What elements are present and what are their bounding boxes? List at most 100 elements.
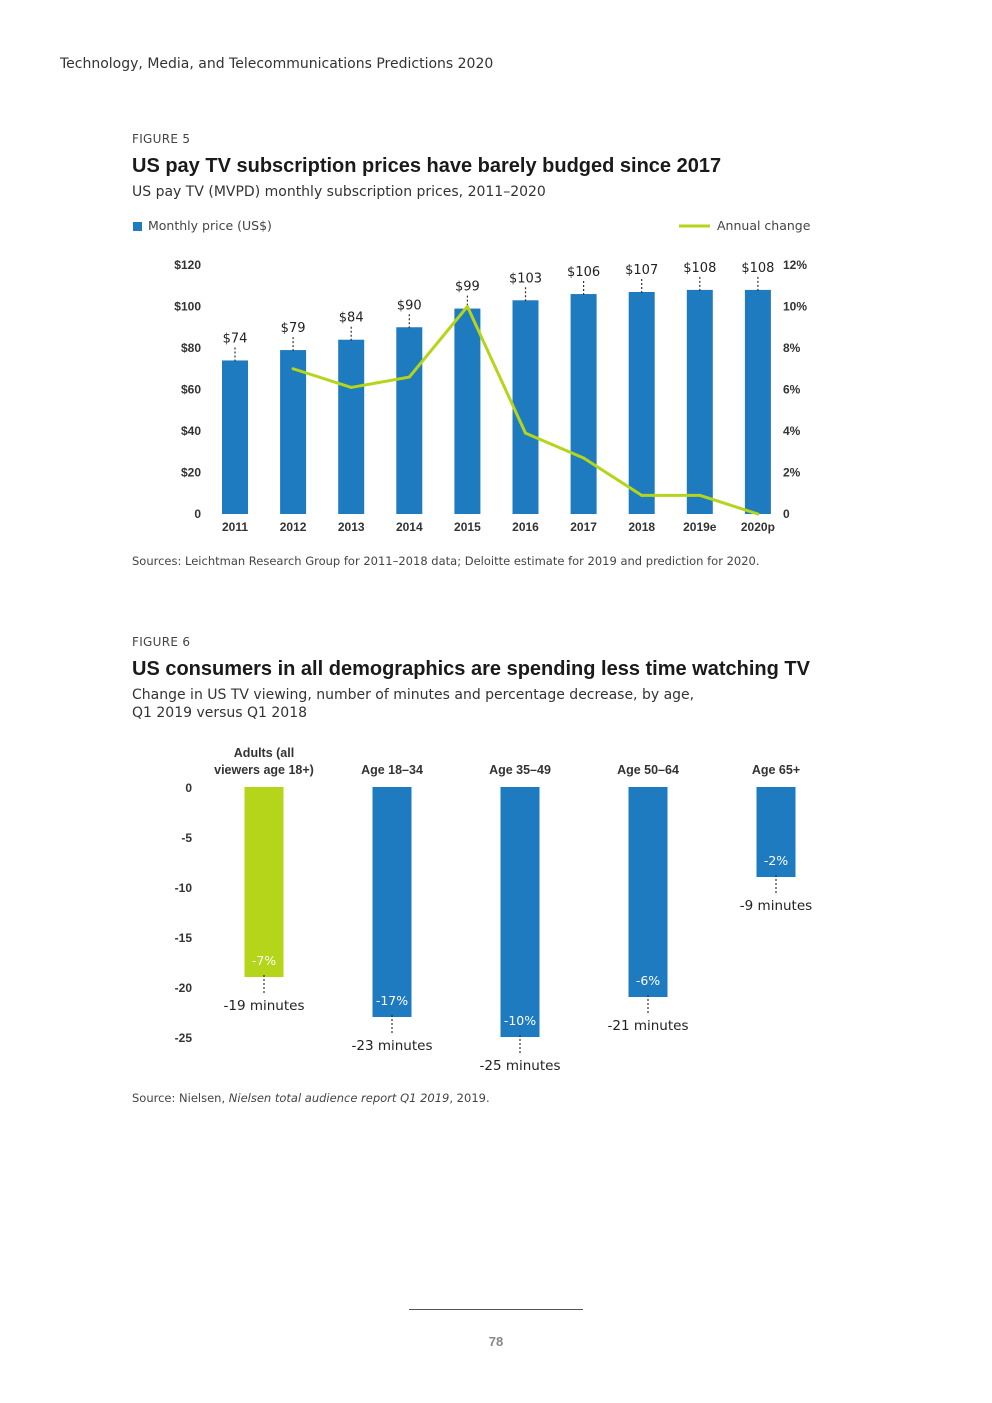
x-tick-label: 2013 bbox=[338, 520, 365, 534]
y-left-tick-label: $40 bbox=[181, 424, 201, 438]
data-label-monthly-price: $108 bbox=[683, 261, 716, 276]
point-annual-change bbox=[349, 385, 353, 389]
point-annual-change bbox=[291, 367, 295, 371]
figure6-source-title: Nielsen total audience report Q1 2019 bbox=[228, 1091, 450, 1105]
bar-monthly-price bbox=[396, 327, 423, 514]
bar-monthly-price bbox=[686, 289, 713, 514]
x-tick-label: 2012 bbox=[280, 520, 307, 534]
bar-monthly-price bbox=[222, 360, 248, 514]
legend-label-annual-change: Annual change bbox=[717, 218, 811, 233]
y-tick-label: -25 bbox=[175, 1031, 193, 1045]
figure5-subtitle: US pay TV (MVPD) monthly subscription pr… bbox=[132, 184, 546, 200]
point-annual-change bbox=[407, 375, 411, 379]
figure6-source-prefix: Source: Nielsen, bbox=[132, 1091, 229, 1105]
y-right-tick-label: 6% bbox=[783, 383, 801, 397]
percent-label: -6% bbox=[636, 973, 660, 988]
data-label-monthly-price: $108 bbox=[741, 261, 774, 276]
y-right-tick-label: 12% bbox=[783, 258, 807, 272]
data-label-monthly-price: $99 bbox=[455, 280, 480, 295]
y-right-tick-label: 8% bbox=[783, 341, 801, 355]
legend-label-monthly-price: Monthly price (US$) bbox=[148, 218, 272, 233]
minutes-label: -9 minutes bbox=[740, 898, 812, 914]
category-label: viewers age 18+) bbox=[214, 763, 314, 777]
y-left-tick-label: $60 bbox=[181, 383, 201, 397]
category-label: Age 50–64 bbox=[617, 763, 679, 777]
y-right-tick-label: 4% bbox=[783, 424, 801, 438]
point-annual-change bbox=[524, 431, 527, 435]
page-number: 78 bbox=[488, 1334, 504, 1349]
y-left-tick-label: $120 bbox=[174, 258, 201, 272]
minutes-label: -23 minutes bbox=[352, 1038, 433, 1054]
x-tick-label: 2016 bbox=[512, 520, 539, 534]
y-right-tick-label: 0 bbox=[783, 507, 790, 521]
bar-viewing-change bbox=[244, 787, 284, 977]
point-annual-change bbox=[698, 493, 702, 497]
category-label: Age 65+ bbox=[752, 763, 800, 777]
x-tick-label: 2019e bbox=[683, 520, 717, 534]
point-annual-change bbox=[756, 512, 760, 516]
figure6-subtitle: Change in US TV viewing, number of minut… bbox=[132, 686, 772, 722]
data-label-monthly-price: $74 bbox=[223, 331, 248, 346]
minutes-label: -19 minutes bbox=[224, 998, 305, 1014]
bar-viewing-change bbox=[372, 787, 412, 1017]
running-header: Technology, Media, and Telecommunication… bbox=[60, 56, 494, 72]
point-annual-change bbox=[640, 493, 644, 497]
figure5-label: FIGURE 5 bbox=[132, 132, 191, 146]
data-label-monthly-price: $106 bbox=[567, 265, 600, 280]
y-right-tick-label: 10% bbox=[783, 300, 807, 314]
x-tick-label: 2018 bbox=[628, 520, 655, 534]
y-tick-label: -10 bbox=[175, 881, 193, 895]
point-annual-change bbox=[582, 456, 586, 460]
y-left-tick-label: 0 bbox=[194, 507, 201, 521]
bar-viewing-change bbox=[628, 787, 668, 997]
x-tick-label: 2015 bbox=[454, 520, 481, 534]
bar-monthly-price bbox=[628, 291, 655, 514]
data-label-monthly-price: $84 bbox=[339, 311, 364, 326]
figure5-source: Sources: Leichtman Research Group for 20… bbox=[132, 554, 760, 568]
x-tick-label: 2011 bbox=[222, 520, 248, 534]
x-tick-label: 2020p bbox=[741, 520, 775, 534]
figure6-subtitle-line-2: Q1 2019 versus Q1 2018 bbox=[132, 705, 308, 721]
category-label: Adults (all bbox=[234, 746, 294, 760]
data-label-monthly-price: $79 bbox=[281, 321, 306, 336]
category-label: Age 35–49 bbox=[489, 763, 551, 777]
figure6-source-suffix: , 2019. bbox=[449, 1091, 490, 1105]
x-tick-label: 2017 bbox=[570, 520, 597, 534]
bar-monthly-price bbox=[512, 300, 539, 514]
bar-monthly-price bbox=[570, 294, 597, 514]
footer-rule bbox=[409, 1309, 583, 1310]
percent-label: -2% bbox=[764, 853, 788, 868]
y-left-tick-label: $100 bbox=[174, 300, 201, 314]
y-right-tick-label: 2% bbox=[783, 466, 801, 480]
figure6-subtitle-line-1: Change in US TV viewing, number of minut… bbox=[132, 687, 695, 703]
point-annual-change bbox=[465, 305, 469, 308]
minutes-label: -21 minutes bbox=[608, 1018, 689, 1034]
minutes-label: -25 minutes bbox=[480, 1058, 561, 1074]
bar-viewing-change bbox=[756, 787, 796, 877]
bar-monthly-price bbox=[454, 308, 481, 514]
figure6-title: US consumers in all demographics are spe… bbox=[132, 658, 810, 680]
y-left-tick-label: $20 bbox=[181, 466, 201, 480]
percent-label: -7% bbox=[252, 953, 276, 968]
category-label: Age 18–34 bbox=[361, 763, 423, 777]
figure6-label: FIGURE 6 bbox=[132, 635, 191, 649]
bar-viewing-change bbox=[500, 787, 540, 1037]
y-tick-label: -5 bbox=[181, 831, 192, 845]
data-label-monthly-price: $90 bbox=[397, 298, 422, 313]
bar-monthly-price bbox=[280, 350, 307, 514]
y-tick-label: -15 bbox=[175, 931, 193, 945]
figure6-source: Source: Nielsen, Nielsen total audience … bbox=[132, 1091, 490, 1105]
bar-monthly-price bbox=[744, 289, 771, 514]
bar-monthly-price bbox=[338, 339, 365, 514]
figure5-title: US pay TV subscription prices have barel… bbox=[132, 155, 722, 177]
data-label-monthly-price: $107 bbox=[625, 263, 658, 278]
percent-label: -17% bbox=[376, 993, 408, 1008]
x-tick-label: 2014 bbox=[396, 520, 423, 534]
percent-label: -10% bbox=[504, 1013, 536, 1028]
y-tick-label: 0 bbox=[185, 781, 192, 795]
y-left-tick-label: $80 bbox=[181, 341, 201, 355]
y-tick-label: -20 bbox=[175, 981, 193, 995]
legend-swatch-monthly-price bbox=[133, 222, 142, 231]
